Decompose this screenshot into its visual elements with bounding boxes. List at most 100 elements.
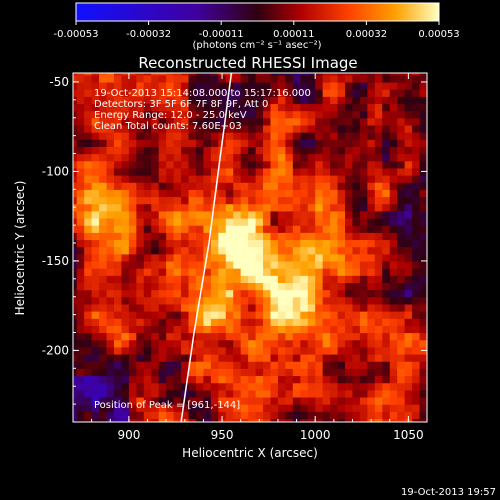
heatmap-cell — [315, 239, 324, 248]
heatmap-cell — [322, 303, 331, 312]
heatmap-cell — [136, 289, 145, 298]
heatmap-cell — [277, 353, 286, 362]
heatmap-cell — [374, 339, 383, 348]
heatmap-cell — [389, 203, 398, 212]
heatmap-cell — [255, 382, 264, 391]
heatmap-cell — [300, 139, 309, 147]
heatmap-cell — [218, 353, 227, 362]
heatmap-cell — [419, 311, 427, 319]
heatmap-cell — [337, 275, 346, 283]
heatmap-cell — [412, 418, 421, 422]
heatmap-cell — [367, 404, 376, 412]
heatmap-cell — [374, 132, 383, 140]
heatmap-cell — [240, 382, 249, 391]
heatmap-cell — [315, 146, 324, 155]
heatmap-cell — [195, 268, 205, 276]
heatmap-cell — [151, 303, 160, 312]
heatmap-cell — [270, 132, 279, 140]
heatmap-cell — [330, 139, 339, 147]
heatmap-cell — [352, 260, 361, 269]
heatmap-cell — [337, 103, 346, 112]
heatmap-cell — [427, 161, 435, 169]
heatmap-cell — [240, 404, 249, 412]
heatmap-cell — [277, 246, 286, 255]
heatmap-cell — [166, 289, 175, 298]
heatmap-cell — [330, 74, 339, 83]
heatmap-cell — [73, 389, 78, 398]
heatmap-cell — [181, 375, 190, 384]
heatmap-cell — [292, 132, 301, 140]
heatmap-cell — [225, 110, 234, 119]
heatmap-cell — [99, 318, 108, 326]
heatmap-cell — [128, 182, 137, 190]
heatmap-cell — [106, 182, 115, 190]
heatmap-cell — [240, 396, 249, 405]
heatmap-cell — [255, 411, 264, 420]
heatmap-cell — [337, 203, 346, 212]
heatmap-cell — [248, 96, 257, 105]
heatmap-cell — [225, 210, 234, 219]
heatmap-cell — [389, 411, 398, 420]
heatmap-cell — [374, 368, 383, 377]
heatmap-cell — [91, 246, 100, 255]
heatmap-cell — [359, 289, 368, 298]
heatmap-cell — [91, 153, 100, 162]
heatmap-cell — [91, 275, 100, 283]
heatmap-cell — [330, 246, 339, 255]
heatmap-cell — [225, 73, 234, 76]
heatmap-cell — [84, 189, 93, 198]
heatmap-cell — [337, 239, 346, 248]
heatmap-cell — [277, 210, 286, 219]
heatmap-cell — [270, 153, 279, 162]
heatmap-cell — [84, 232, 93, 241]
heatmap-cell — [143, 210, 152, 219]
heatmap-cell — [73, 418, 78, 422]
heatmap-cell — [270, 346, 279, 355]
x-tick-label: 900 — [117, 428, 140, 442]
heatmap-cell — [277, 411, 286, 420]
heatmap-cell — [322, 210, 331, 219]
heatmap-cell — [106, 139, 115, 147]
heatmap-cell — [382, 303, 391, 312]
heatmap-cell — [345, 110, 354, 119]
heatmap-cell — [397, 339, 406, 348]
heatmap-cell — [233, 418, 242, 422]
heatmap-cell — [188, 396, 197, 405]
heatmap-cell — [367, 282, 376, 291]
heatmap-cell — [404, 275, 413, 283]
heatmap-cell — [128, 153, 137, 162]
heatmap-cell — [315, 182, 324, 190]
heatmap-cell — [203, 81, 212, 90]
heatmap-cell — [151, 260, 160, 269]
heatmap-cell — [188, 167, 197, 176]
heatmap-cell — [121, 175, 130, 183]
heatmap-cell — [307, 210, 316, 219]
heatmap-cell — [285, 167, 294, 176]
heatmap-cell — [322, 368, 331, 377]
heatmap-cell — [91, 196, 100, 205]
heatmap-cell — [91, 332, 100, 341]
heatmap-cell — [404, 339, 413, 348]
heatmap-cell — [113, 96, 123, 105]
heatmap-cell — [166, 303, 175, 312]
heatmap-cell — [300, 296, 309, 305]
heatmap-cell — [99, 289, 108, 298]
heatmap-cell — [106, 368, 115, 377]
heatmap-cell — [76, 303, 85, 312]
heatmap-cell — [76, 339, 85, 348]
heatmap-cell — [151, 375, 160, 384]
heatmap-cell — [404, 282, 413, 291]
heatmap-cell — [166, 411, 175, 420]
heatmap-cell — [225, 382, 234, 391]
heatmap-cell — [322, 139, 331, 147]
heatmap-cell — [412, 96, 421, 105]
heatmap-cell — [136, 182, 145, 190]
heatmap-cell — [382, 260, 391, 269]
heatmap-cell — [292, 325, 301, 334]
heatmap-cell — [188, 246, 197, 255]
heatmap-cell — [359, 73, 368, 76]
heatmap-cell — [270, 325, 279, 334]
heatmap-cell — [255, 260, 264, 269]
heatmap-cell — [233, 217, 242, 226]
heatmap-cell — [233, 96, 242, 105]
